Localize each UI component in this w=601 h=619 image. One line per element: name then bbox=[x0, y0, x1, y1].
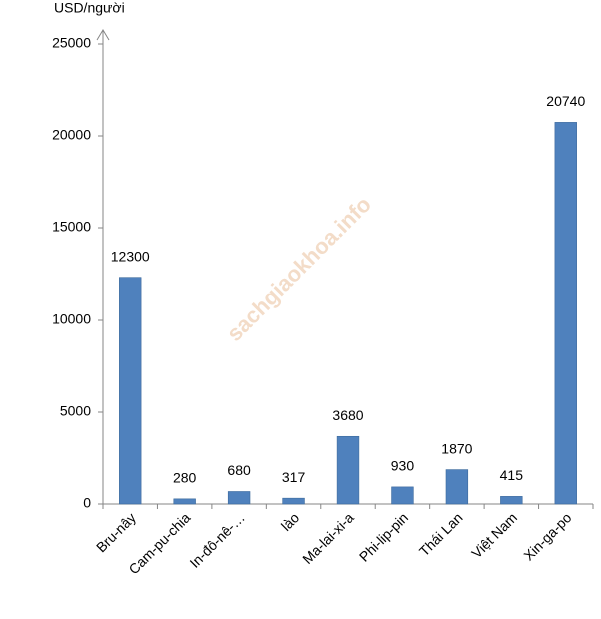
y-tick-label: 10000 bbox=[52, 311, 91, 327]
bar bbox=[500, 496, 523, 505]
data-label: 280 bbox=[173, 470, 197, 486]
data-label: 317 bbox=[282, 469, 306, 485]
data-label: 20740 bbox=[546, 93, 585, 109]
data-label: 1870 bbox=[441, 440, 472, 456]
y-axis-label: USD/người bbox=[54, 0, 125, 16]
bar bbox=[282, 497, 305, 505]
y-axis-arrow bbox=[96, 29, 110, 41]
data-label: 930 bbox=[391, 458, 415, 474]
x-tick-label: In-đô-nê-… bbox=[186, 509, 247, 570]
y-tick-label: 15000 bbox=[52, 219, 91, 235]
x-tick-label: Bru-nây bbox=[93, 509, 139, 555]
data-label: 12300 bbox=[111, 248, 150, 264]
x-tick-label: lào bbox=[278, 509, 303, 534]
bar bbox=[336, 435, 360, 505]
data-label: 415 bbox=[500, 467, 524, 483]
x-tick-label: Ma-lai-xi-a bbox=[299, 509, 357, 567]
x-tick-label: Phi-lip-pin bbox=[356, 509, 411, 564]
bar bbox=[227, 491, 251, 505]
x-tick-label: Thái Lan bbox=[416, 509, 466, 559]
y-tick-label: 20000 bbox=[52, 127, 91, 143]
y-tick-label: 5000 bbox=[60, 403, 91, 419]
bar bbox=[391, 486, 414, 505]
x-tick-label: Xin-ga-po bbox=[520, 509, 574, 563]
y-tick-label: 0 bbox=[83, 495, 91, 511]
y-tick-label: 25000 bbox=[52, 35, 91, 51]
watermark: sachgiaokhoa.info bbox=[222, 192, 376, 346]
bar bbox=[445, 469, 469, 505]
bar bbox=[173, 498, 196, 505]
x-tick-label: Việt Nam bbox=[468, 509, 520, 561]
data-label: 3680 bbox=[332, 407, 363, 423]
data-label: 680 bbox=[227, 462, 251, 478]
bar bbox=[554, 122, 577, 505]
bar bbox=[119, 277, 142, 505]
